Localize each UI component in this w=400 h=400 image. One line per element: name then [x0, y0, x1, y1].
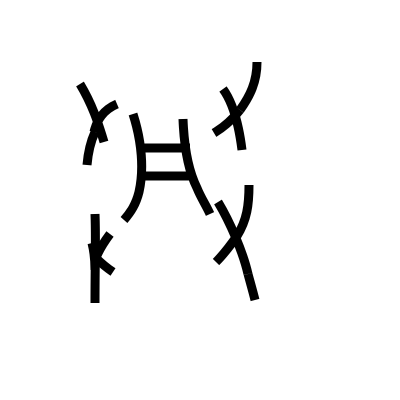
- top-left-cross-main-stroke: [76, 81, 109, 144]
- top-right-cross-branch-stroke: [219, 86, 247, 151]
- ladder-connector: [120, 112, 215, 223]
- bottom-right-cross-tail-stroke: [243, 272, 260, 302]
- top-left-cross: [76, 81, 119, 166]
- top-right-cross-main-stroke: [236, 61, 262, 113]
- ladder-right-rail: [178, 118, 215, 216]
- bottom-right-cross-upper-stroke: [233, 184, 254, 239]
- bottom-right-cross-lower-stroke: [212, 233, 241, 266]
- top-right-cross: [211, 61, 262, 151]
- top-left-cross-lower-stroke: [82, 130, 100, 166]
- top-left-cross-upper-stroke: [89, 99, 119, 134]
- bottom-left-cross: [87, 213, 116, 304]
- bottom-right-cross: [212, 184, 260, 302]
- ladder-left-rail: [120, 112, 147, 223]
- bottom-left-cross-right-stroke: [91, 231, 116, 276]
